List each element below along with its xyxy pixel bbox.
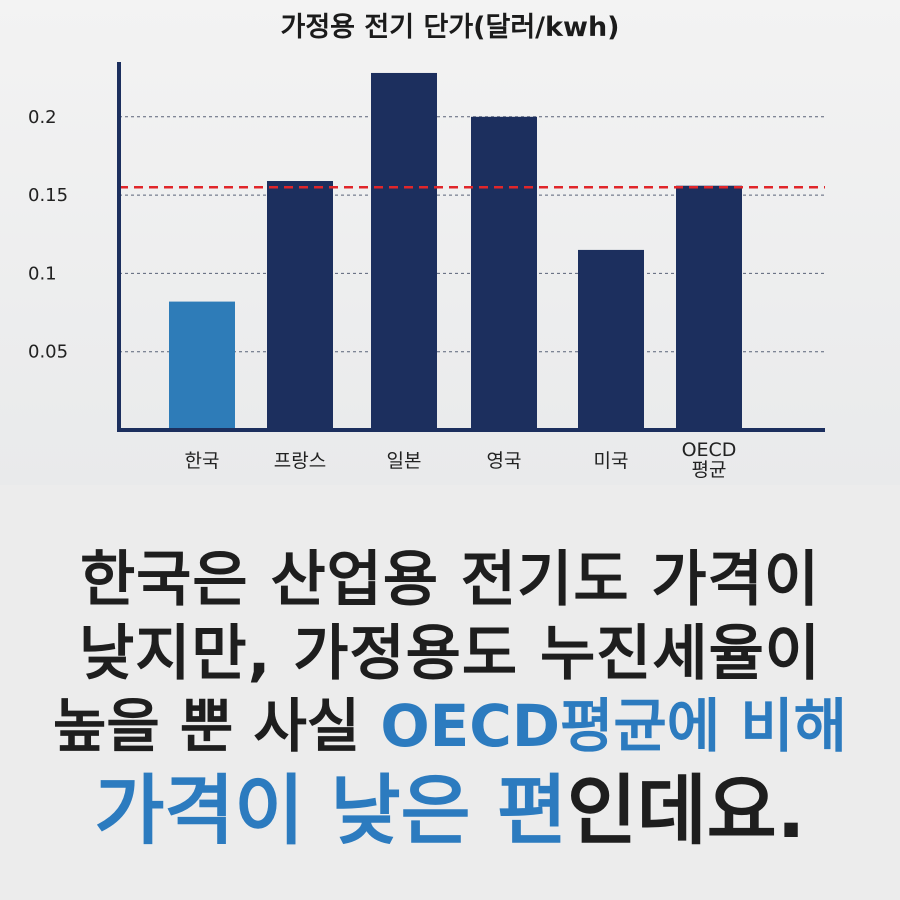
x-tick-label: 미국 bbox=[594, 450, 629, 472]
bar-2 bbox=[371, 72, 437, 430]
x-tick-label: OECD bbox=[682, 439, 737, 461]
x-tick-labels: 한국 프랑스 일본 영국 미국 OECD평균 bbox=[185, 439, 737, 481]
chart-title: 가정용 전기 단가(달러/kwh) bbox=[280, 12, 619, 43]
x-tick-label: 한국 bbox=[185, 450, 220, 472]
caption-line-4: 가격이 낮은 편인데요. bbox=[0, 749, 900, 859]
caption-line-1: 한국은 산업용 전기도 가격이 bbox=[79, 545, 821, 615]
bar-5 bbox=[676, 185, 742, 430]
caption-line-4-plain: 인데요. bbox=[566, 766, 806, 855]
x-tick-label: 일본 bbox=[387, 450, 422, 472]
chart-panel: 가정용 전기 단가(달러/kwh) 0.05 0.1 0.15 0.2 한국 프랑스 일본… bbox=[0, 0, 900, 485]
caption-area: 한국은 산업용 전기도 가격이 낮지만, 가정용도 누진세율이 높을 뿐 사실 … bbox=[0, 485, 900, 900]
bar-4 bbox=[578, 249, 644, 430]
y-tick-label: 0.1 bbox=[28, 263, 57, 284]
caption-line-3: 높을 뿐 사실 OECD평균에 비해 bbox=[0, 679, 900, 763]
x-tick-label: 프랑스 bbox=[274, 450, 326, 472]
y-tick-label: 0.2 bbox=[28, 107, 57, 128]
caption-line-3-plain: 높을 뿐 사실 bbox=[52, 692, 381, 760]
y-tick-label: 0.05 bbox=[28, 342, 68, 363]
y-tick-labels: 0.05 0.1 0.15 0.2 bbox=[28, 107, 68, 363]
bar-0 bbox=[169, 301, 235, 430]
x-tick-label: 평균 bbox=[692, 459, 727, 481]
bar-chart: 가정용 전기 단가(달러/kwh) 0.05 0.1 0.15 0.2 한국 프랑스 일본… bbox=[28, 12, 825, 481]
caption-line-2: 낮지만, 가정용도 누진세율이 bbox=[79, 619, 821, 689]
bar-1 bbox=[267, 181, 333, 430]
bars bbox=[169, 72, 742, 431]
x-tick-label: 영국 bbox=[487, 450, 522, 472]
y-tick-label: 0.15 bbox=[28, 185, 68, 206]
bar-3 bbox=[471, 116, 537, 431]
caption-line-4-accent: 가격이 낮은 편 bbox=[94, 766, 567, 855]
caption-line-3-accent: OECD평균에 비해 bbox=[380, 692, 848, 760]
axes bbox=[117, 62, 825, 432]
